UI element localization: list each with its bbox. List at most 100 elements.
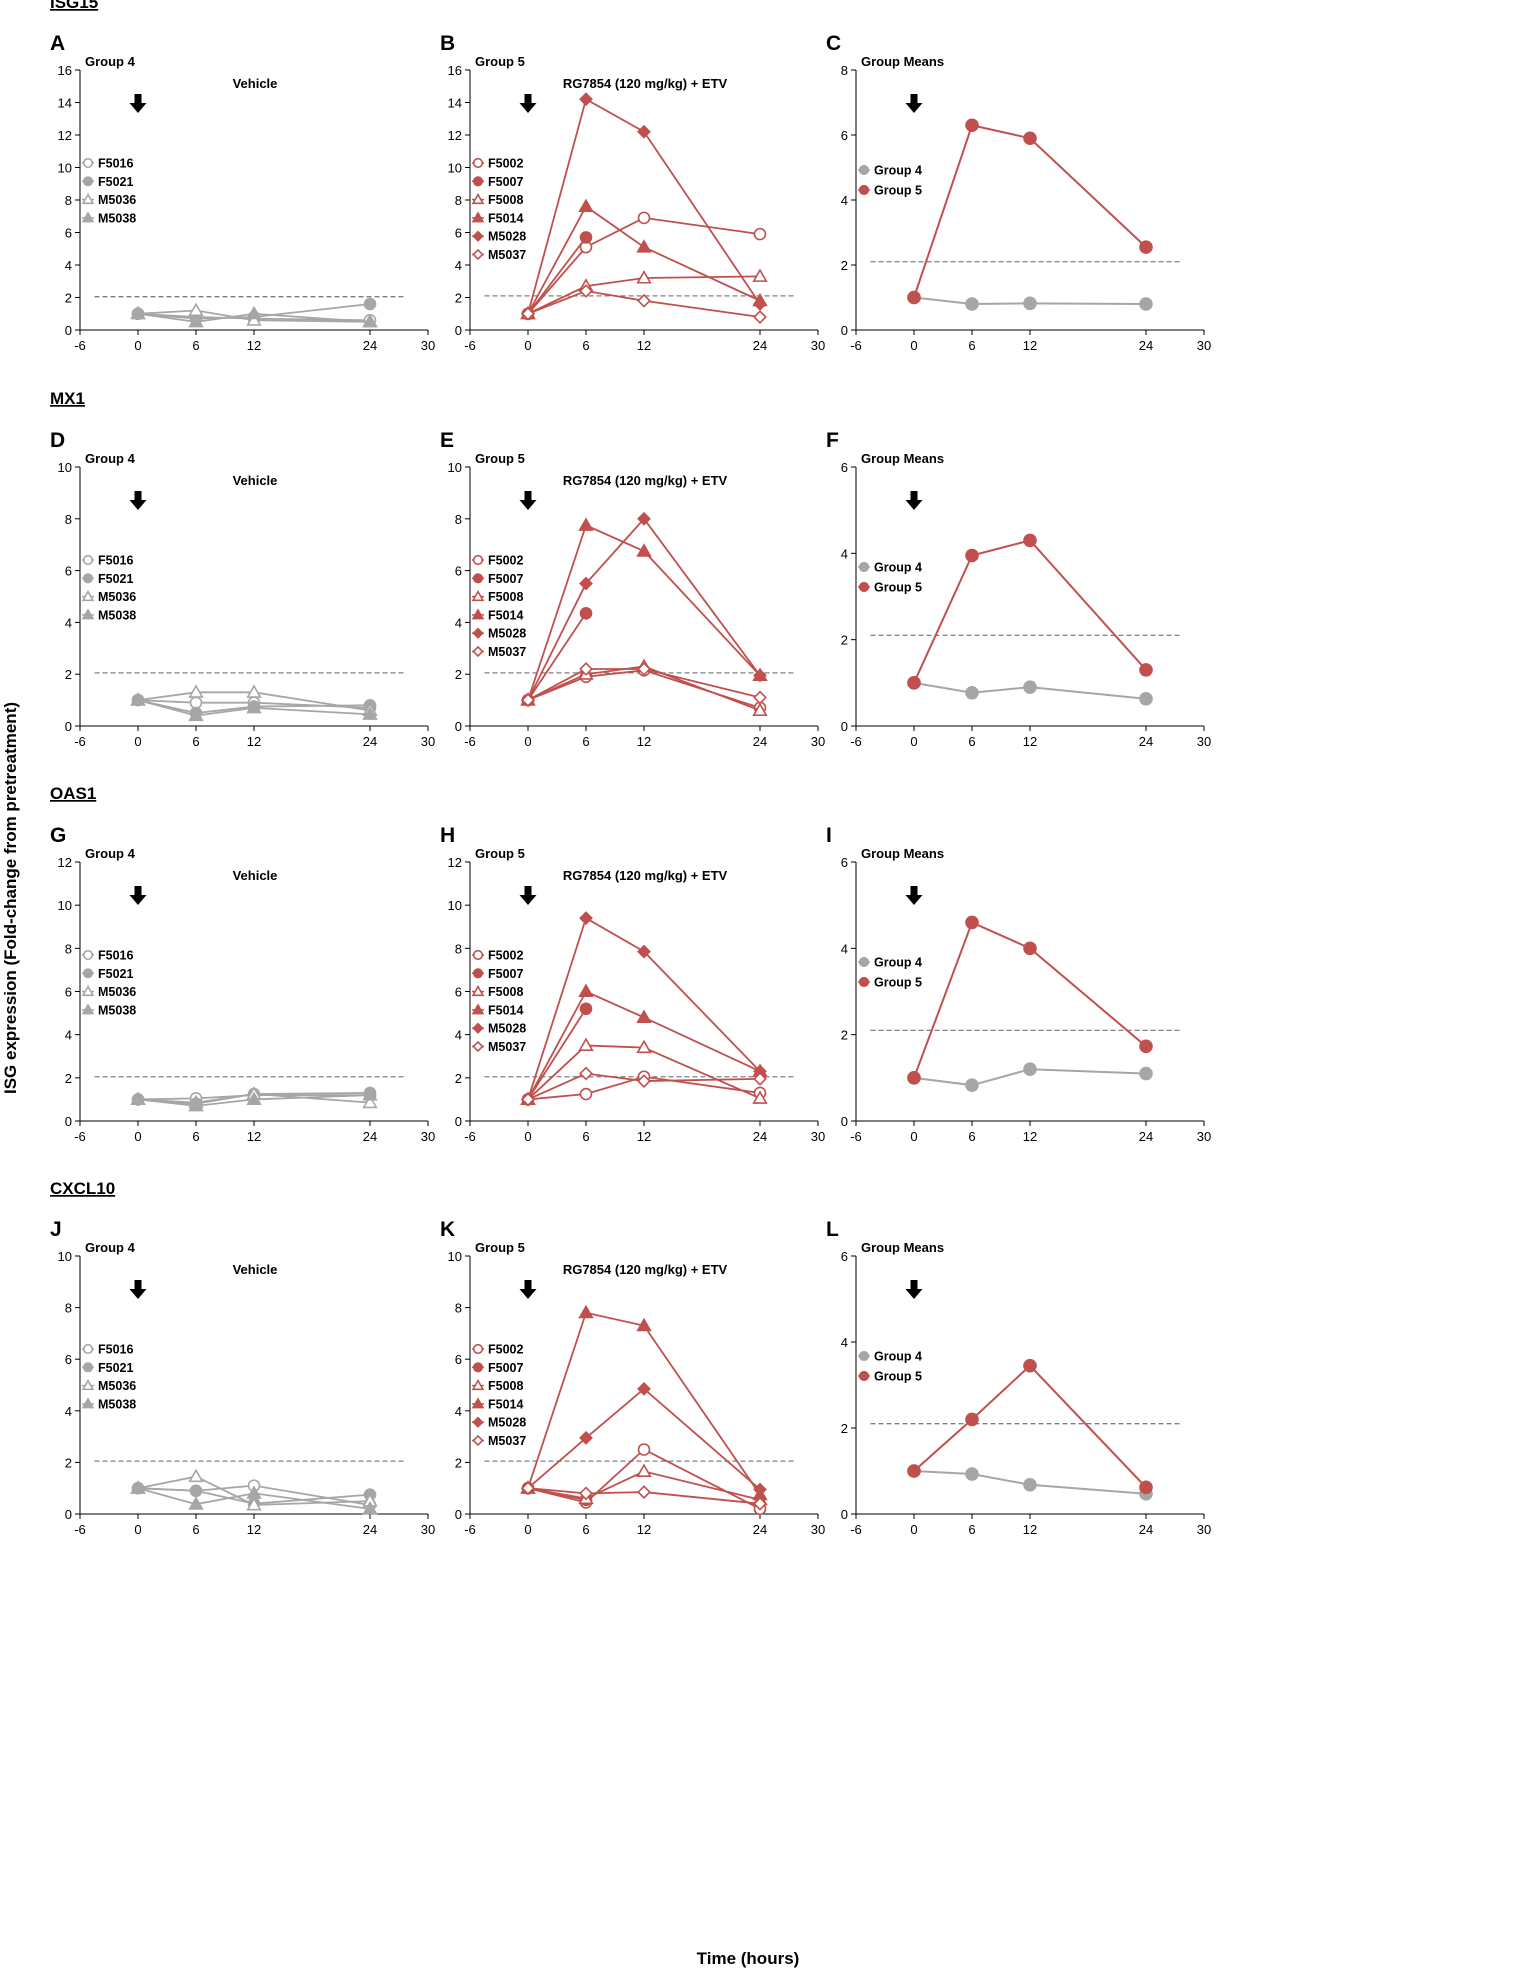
legend-entry: M5038 — [98, 1003, 136, 1017]
legend-entry: F5002 — [488, 554, 523, 568]
y-tick-label: 2 — [455, 667, 462, 682]
y-tick-label: 4 — [841, 193, 848, 208]
gene-header-isg15: ISG15 — [50, 0, 98, 12]
legend-entry: M5036 — [98, 1379, 136, 1393]
data-point-diamond — [637, 124, 651, 139]
data-point-circle — [1023, 1477, 1037, 1492]
data-point-circle — [579, 607, 593, 620]
data-point-circle — [1023, 131, 1037, 146]
legend-entry: F5014 — [488, 1003, 523, 1017]
data-point-triangle — [362, 1094, 378, 1109]
y-tick-label: 8 — [455, 941, 462, 956]
dose-arrow-icon — [905, 94, 923, 113]
panel-letter: B — [440, 32, 455, 55]
panel-letter: K — [440, 1218, 455, 1241]
y-tick-label: 8 — [65, 1301, 72, 1316]
data-point-diamond — [521, 1481, 535, 1496]
y-tick-label: 4 — [455, 615, 462, 630]
data-point-diamond — [637, 293, 651, 308]
x-tick-label: 6 — [582, 1129, 589, 1144]
legend-entry: Group 4 — [874, 1350, 922, 1364]
dose-arrow-icon — [519, 491, 537, 510]
data-point-triangle — [578, 198, 594, 213]
x-tick-label: 24 — [1139, 338, 1153, 353]
y-tick-label: 2 — [841, 1028, 848, 1043]
legend-entry: F5014 — [488, 608, 523, 622]
y-tick-label: 4 — [455, 1028, 462, 1043]
data-point-circle — [82, 949, 94, 961]
legend-entry: M5036 — [98, 985, 136, 999]
x-tick-label: 24 — [1139, 734, 1153, 749]
series-line-m5037 — [527, 1487, 761, 1505]
data-point-circle — [82, 176, 94, 187]
data-point-diamond — [753, 297, 767, 311]
data-point-diamond — [637, 511, 651, 526]
y-tick-label: 2 — [841, 1421, 848, 1436]
x-tick-label: 0 — [524, 338, 531, 353]
x-tick-label: -6 — [850, 1522, 862, 1537]
x-tick-label: 12 — [247, 734, 261, 749]
y-tick-label: 8 — [65, 512, 72, 527]
legend-entry: F5021 — [98, 1361, 133, 1375]
series-line-f5007 — [527, 1008, 587, 1100]
legend-entry: F5021 — [98, 967, 133, 981]
y-tick-label: 8 — [841, 63, 848, 78]
y-tick-label: 4 — [65, 1028, 72, 1043]
data-point-diamond — [579, 1486, 593, 1501]
data-point-triangle — [246, 684, 262, 698]
data-point-circle — [1139, 692, 1153, 706]
data-point-triangle — [188, 707, 204, 722]
data-point-diamond — [753, 1482, 767, 1497]
panel-title: Group 4 — [85, 54, 136, 69]
y-tick-label: 0 — [455, 1507, 462, 1522]
legend-entry: M5028 — [488, 1416, 526, 1430]
y-tick-label: 4 — [65, 1404, 72, 1419]
data-point-triangle — [636, 1039, 652, 1054]
series-line-group-4 — [913, 1470, 1147, 1495]
data-point-circle — [472, 554, 484, 566]
y-tick-label: 6 — [65, 985, 72, 1000]
panel-title: Group Means — [861, 1240, 944, 1255]
data-point-diamond — [579, 1066, 593, 1081]
panel-title: Group 5 — [475, 1240, 525, 1255]
x-tick-label: 30 — [811, 338, 825, 353]
x-tick-label: 6 — [582, 734, 589, 749]
data-point-triangle — [246, 699, 262, 714]
x-tick-label: 12 — [1023, 338, 1037, 353]
data-point-triangle — [752, 268, 768, 282]
data-point-circle — [1023, 1062, 1037, 1076]
data-point-circle — [82, 968, 94, 979]
data-point-triangle — [471, 1003, 485, 1015]
data-point-circle — [1023, 680, 1037, 694]
data-point-circle — [472, 1362, 484, 1373]
x-tick-label: 6 — [582, 1522, 589, 1537]
data-point-circle — [189, 1484, 203, 1498]
data-point-triangle — [81, 211, 95, 223]
panel-letter: E — [440, 429, 454, 452]
y-tick-label: 6 — [455, 226, 462, 241]
legend-entry: F5008 — [488, 590, 523, 604]
y-tick-label: 4 — [65, 258, 72, 273]
y-tick-label: 10 — [58, 460, 72, 475]
series-line-f5014 — [527, 990, 761, 1100]
data-point-circle — [858, 581, 870, 593]
x-tick-label: 30 — [421, 1129, 435, 1144]
data-point-circle — [579, 231, 593, 244]
data-point-triangle — [188, 1097, 204, 1112]
y-tick-label: 12 — [448, 855, 462, 870]
legend-entry: F5016 — [98, 157, 133, 171]
data-point-circle — [858, 164, 870, 176]
y-tick-label: 10 — [58, 161, 72, 176]
x-tick-label: 0 — [910, 1522, 917, 1537]
data-point-triangle — [471, 608, 485, 620]
data-point-triangle — [188, 302, 204, 317]
panel-subtitle: Vehicle — [233, 473, 278, 488]
data-point-diamond — [579, 911, 593, 926]
x-tick-label: -6 — [850, 1129, 862, 1144]
data-point-triangle — [246, 1485, 262, 1499]
panel-title: Group 5 — [475, 846, 525, 861]
data-point-circle — [1139, 240, 1153, 254]
series-line-m5028 — [527, 97, 761, 314]
